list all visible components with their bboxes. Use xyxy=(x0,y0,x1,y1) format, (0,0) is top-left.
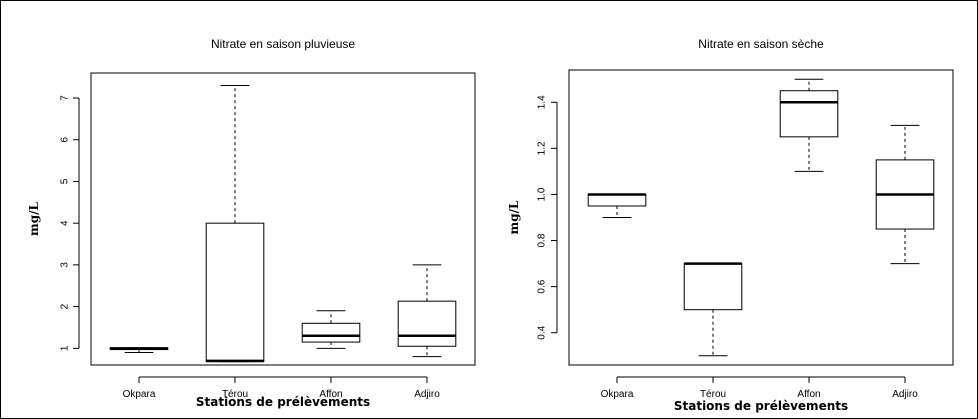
chart-1-y-tick-label: 4 xyxy=(60,220,71,226)
chart-1-y-tick-label: 3 xyxy=(60,262,71,268)
chart-1-y-tick-label: 5 xyxy=(60,178,71,184)
chart-2-title: Nitrate en saison sèche xyxy=(698,37,824,51)
chart-1-y-axis-label: mg/L xyxy=(27,201,41,235)
chart-1-box xyxy=(397,300,457,347)
chart-2-box xyxy=(587,193,647,207)
chart-2-x-axis-label: Stations de prélèvements xyxy=(674,399,848,413)
chart-1-category-label: Affon xyxy=(319,389,342,400)
chart-2-box xyxy=(779,90,839,138)
chart-2-category-label: Térou xyxy=(700,389,726,400)
chart-1-title: Nitrate en saison pluvieuse xyxy=(211,37,355,51)
chart-2-y-tick-label: 0.4 xyxy=(537,325,548,339)
chart-1-y-tick-label: 7 xyxy=(60,95,71,101)
chart-1-y-tick-label: 1 xyxy=(60,345,71,351)
chart-1-box xyxy=(301,322,361,343)
chart-2-y-tick-label: 1.4 xyxy=(537,95,548,109)
chart-1-category-label: Térou xyxy=(222,389,248,400)
chart-2-category-label: Affon xyxy=(797,389,820,400)
chart-2-box xyxy=(683,263,743,311)
chart-1-y-tick-label: 2 xyxy=(60,303,71,309)
chart-1-y-tick-label: 6 xyxy=(60,137,71,143)
chart-2-category-label: Okpara xyxy=(601,389,634,400)
chart-1-box xyxy=(205,222,265,363)
chart-1-plot-frame xyxy=(90,72,476,366)
chart-1-x-axis-label: Stations de prélèvements xyxy=(196,395,370,409)
chart-1-category-label: Adjiro xyxy=(414,389,440,400)
chart-2-y-tick-label: 0.6 xyxy=(537,279,548,293)
chart-2-y-tick-label: 1.0 xyxy=(537,187,548,201)
chart-1-category-label: Okpara xyxy=(123,389,156,400)
chart-2-category-label: Adjiro xyxy=(892,389,918,400)
chart-2-y-axis-label: mg/L xyxy=(507,200,521,234)
chart-2-plot-frame xyxy=(568,69,954,366)
chart-2-y-tick-label: 1.2 xyxy=(537,141,548,155)
chart-2-y-tick-label: 0.8 xyxy=(537,233,548,247)
